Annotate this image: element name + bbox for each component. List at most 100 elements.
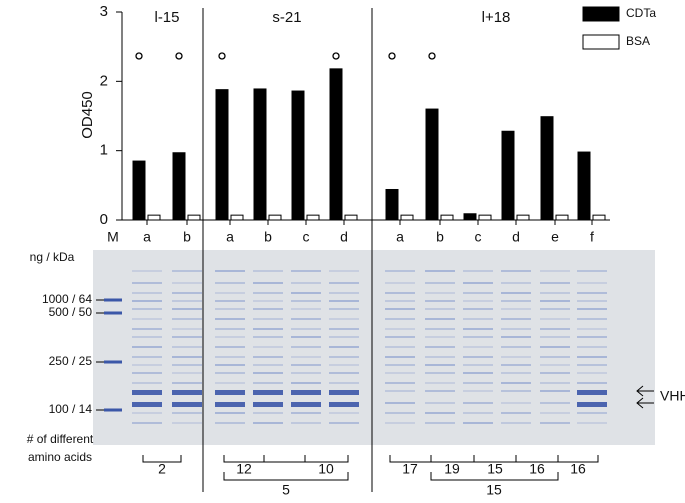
gel-band	[291, 328, 321, 330]
gel-band	[291, 282, 321, 284]
marker-circle	[135, 52, 143, 60]
gel-band	[501, 270, 531, 272]
gel-band	[172, 390, 202, 395]
x-tick-label: a	[143, 229, 151, 245]
gel-band	[463, 382, 493, 384]
bar	[501, 130, 515, 221]
gel-band	[501, 422, 531, 424]
gel-band	[501, 318, 531, 320]
gel-band	[329, 328, 359, 330]
gel-band	[132, 372, 162, 374]
gel-band	[463, 292, 493, 294]
y-axis-label: OD450	[79, 91, 96, 139]
gel-band	[132, 382, 162, 384]
gel-band	[540, 328, 570, 330]
gel-band	[132, 270, 162, 272]
gel-band	[501, 364, 531, 366]
marker-band	[104, 311, 122, 315]
gel-band	[132, 422, 162, 424]
gel-band	[463, 300, 493, 302]
gel-band	[172, 346, 202, 348]
gel-band	[291, 336, 321, 338]
bar	[478, 214, 492, 221]
gel-band	[253, 318, 283, 320]
gel-band	[577, 412, 607, 414]
gel-band	[329, 356, 359, 358]
gel-band	[329, 402, 359, 407]
gel-band	[425, 270, 455, 272]
band-arrows	[636, 385, 654, 409]
count-label: 19	[444, 461, 460, 477]
bar	[187, 214, 201, 221]
x-tick-label: b	[436, 229, 444, 245]
gel-band	[253, 372, 283, 374]
gel-band	[253, 336, 283, 338]
gel-band	[291, 412, 321, 414]
gel-band	[253, 308, 283, 310]
gel-band	[463, 270, 493, 272]
gel-band	[577, 336, 607, 338]
gel-band	[215, 346, 245, 348]
gel-band	[501, 336, 531, 338]
gel-band	[501, 328, 531, 330]
gel-band	[215, 390, 245, 395]
gel-band	[425, 402, 455, 404]
gel-band	[329, 364, 359, 366]
gel-band	[425, 390, 455, 392]
gel-band	[385, 318, 415, 320]
gel-band	[215, 308, 245, 310]
count-label: 2	[158, 461, 166, 477]
gel-band	[577, 372, 607, 374]
x-tick-label: b	[183, 229, 191, 245]
bar	[555, 214, 569, 221]
gel-band	[253, 270, 283, 272]
gel-band	[385, 308, 415, 310]
gel-band	[329, 318, 359, 320]
gel-band	[540, 292, 570, 294]
gel-band	[291, 390, 321, 395]
count-label: 15	[486, 482, 502, 498]
gel-band	[385, 346, 415, 348]
gel-band	[577, 292, 607, 294]
marker-circle	[218, 52, 226, 60]
group-label: l-15	[154, 9, 179, 26]
gel-bands	[104, 270, 607, 424]
gel-band	[132, 364, 162, 366]
gel-band	[463, 422, 493, 424]
gel-band	[215, 412, 245, 414]
count-label: 12	[236, 461, 252, 477]
bar	[215, 89, 229, 221]
bar	[400, 214, 414, 221]
gel-band	[540, 382, 570, 384]
count-title: # of different	[27, 432, 94, 446]
gel-band	[291, 318, 321, 320]
gel-band	[463, 308, 493, 310]
bar	[132, 160, 146, 221]
gel-band	[577, 402, 607, 407]
gel-band	[577, 300, 607, 302]
gel-band	[425, 308, 455, 310]
gel-band	[172, 318, 202, 320]
marker-band	[104, 360, 122, 364]
gel-band	[463, 372, 493, 374]
gel-band	[385, 382, 415, 384]
marker-label: 250 / 25	[49, 354, 93, 368]
marker-circle	[332, 52, 340, 60]
gel-band	[172, 356, 202, 358]
gel-band	[385, 422, 415, 424]
gel-band	[215, 356, 245, 358]
gel-band	[463, 318, 493, 320]
gel-band	[253, 412, 283, 414]
gel-band	[172, 382, 202, 384]
gel-band	[215, 336, 245, 338]
gel-band	[253, 422, 283, 424]
x-tick-label: c	[303, 229, 310, 245]
gel-band	[501, 382, 531, 384]
count-label: 5	[282, 482, 290, 498]
count-label: 17	[402, 461, 418, 477]
gel-band	[385, 300, 415, 302]
marker-circle	[388, 52, 396, 60]
legend-swatch	[582, 6, 620, 22]
gel-band	[172, 328, 202, 330]
gel-band	[329, 300, 359, 302]
